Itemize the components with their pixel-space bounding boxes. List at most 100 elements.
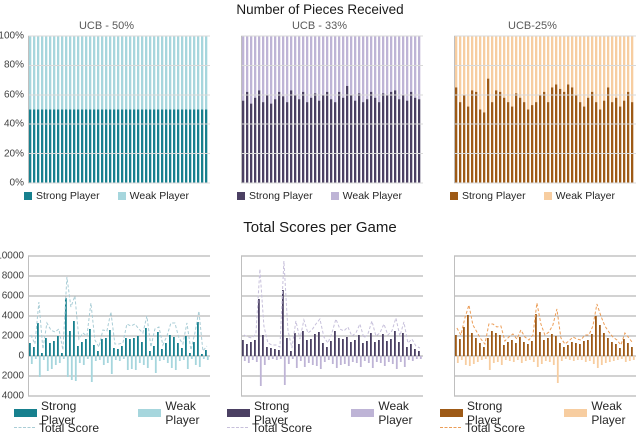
- bar-weak: [415, 356, 418, 359]
- bar-strong: [511, 106, 514, 183]
- bar-strong: [575, 343, 577, 356]
- weak-player-swatch: [543, 192, 552, 200]
- bar-weak: [42, 356, 45, 360]
- bar-strong: [306, 340, 308, 356]
- bar-weak: [182, 356, 185, 360]
- bar-strong: [543, 91, 546, 183]
- bar-strong: [189, 109, 192, 183]
- bar-strong: [145, 109, 148, 183]
- bar-strong: [290, 90, 293, 183]
- bar-weak: [246, 36, 249, 92]
- total-score-dash-swatch: [14, 427, 35, 428]
- weak-player-label: Weak Player: [165, 398, 200, 427]
- bar-weak: [567, 36, 570, 85]
- pieces-ucb25-chart: [454, 35, 636, 184]
- bar-strong: [370, 91, 373, 183]
- bar-strong: [587, 340, 589, 356]
- bar-weak: [552, 356, 555, 365]
- legend-item-weak: Weak Player: [117, 190, 189, 202]
- bar-strong: [382, 93, 385, 183]
- bar-strong: [133, 109, 136, 183]
- strong-player-label: Strong Player: [254, 398, 290, 427]
- bar-weak: [464, 356, 467, 365]
- bar-weak: [531, 36, 534, 106]
- legend-item-weak: Weak Player: [351, 399, 426, 427]
- bar-weak: [362, 36, 365, 103]
- bar-weak: [89, 36, 92, 110]
- bar-strong: [310, 97, 313, 183]
- bar-weak: [243, 356, 246, 361]
- bar-strong: [350, 342, 352, 356]
- bar-strong: [515, 93, 518, 183]
- bar-weak: [106, 356, 109, 363]
- bar-strong: [274, 349, 276, 356]
- bar-strong: [69, 109, 72, 183]
- bar-weak: [563, 36, 566, 92]
- bar-strong: [362, 102, 365, 183]
- bar-weak: [185, 36, 188, 110]
- bar-strong: [81, 342, 83, 356]
- bar-strong: [507, 342, 509, 356]
- bar-strong: [386, 94, 389, 183]
- bar-weak: [484, 356, 487, 359]
- weak-player-swatch: [138, 408, 162, 417]
- legend-scores-ucb25: Strong Player Weak Player Total Score: [426, 399, 639, 434]
- bar-strong: [583, 341, 585, 356]
- bar-weak: [584, 356, 587, 362]
- bar-weak: [628, 356, 631, 361]
- bar-weak: [387, 356, 390, 362]
- y-axis-labels-scores: 10000 8000 6000 4000 2000 0 2000 4000: [0, 251, 28, 402]
- bar-strong: [69, 331, 71, 356]
- bar-weak: [82, 356, 85, 365]
- bar-strong: [326, 347, 328, 356]
- bar-weak: [587, 36, 590, 98]
- bar-weak: [599, 36, 602, 110]
- bar-strong: [559, 88, 562, 183]
- bar-strong: [398, 342, 400, 356]
- bar-weak: [287, 356, 290, 364]
- bar-weak: [339, 356, 342, 365]
- bar-strong: [330, 341, 332, 356]
- legend-item-strong: Strong Player: [237, 190, 313, 202]
- y-tick-label: 0%: [9, 177, 24, 189]
- bar-weak: [382, 36, 385, 94]
- bar-weak: [543, 36, 546, 92]
- bar-strong: [302, 91, 305, 183]
- bar-strong: [559, 343, 561, 356]
- bar-weak: [491, 36, 494, 103]
- legend-item-weak: Weak Player: [543, 190, 615, 202]
- bar-strong: [390, 339, 392, 356]
- bar-weak: [327, 356, 330, 360]
- bar-strong: [583, 106, 586, 183]
- bar-strong: [262, 335, 264, 356]
- weak-player-label: Weak Player: [342, 190, 402, 202]
- y-axis-spacer: [213, 34, 241, 184]
- bar-weak: [138, 356, 141, 363]
- bar-weak: [170, 356, 173, 368]
- bar-strong: [615, 97, 618, 183]
- bar-weak: [370, 36, 373, 92]
- y-axis-labels-pieces: 0% 20% 40% 60% 80% 100%: [0, 31, 28, 189]
- bar-weak: [169, 36, 172, 110]
- bar-weak: [527, 36, 530, 110]
- bar-strong: [543, 340, 545, 356]
- bar-weak: [270, 36, 273, 104]
- bar-strong: [406, 100, 409, 183]
- chart-subtitle-ucb33: UCB - 33%: [291, 20, 348, 32]
- bar-strong: [165, 109, 168, 183]
- bar-strong: [334, 331, 336, 356]
- legend-item-strong: Strong Player: [450, 190, 526, 202]
- chart-subtitle-ucb25: UCB-25%: [508, 20, 557, 32]
- pieces-charts-row: UCB - 50% 0% 20% 40% 60% 80% 100% Strong Play…: [0, 18, 639, 202]
- bar-strong: [575, 94, 578, 183]
- bar-weak: [274, 36, 277, 100]
- bar-weak: [242, 36, 245, 101]
- bar-strong: [463, 327, 465, 356]
- legend-item-strong: Strong Player: [440, 399, 518, 427]
- bar-weak: [66, 356, 69, 377]
- bar-strong: [374, 342, 376, 356]
- bar-weak: [604, 356, 607, 363]
- bar-strong: [266, 94, 269, 183]
- bar-strong: [242, 100, 245, 183]
- bar-strong: [274, 99, 277, 183]
